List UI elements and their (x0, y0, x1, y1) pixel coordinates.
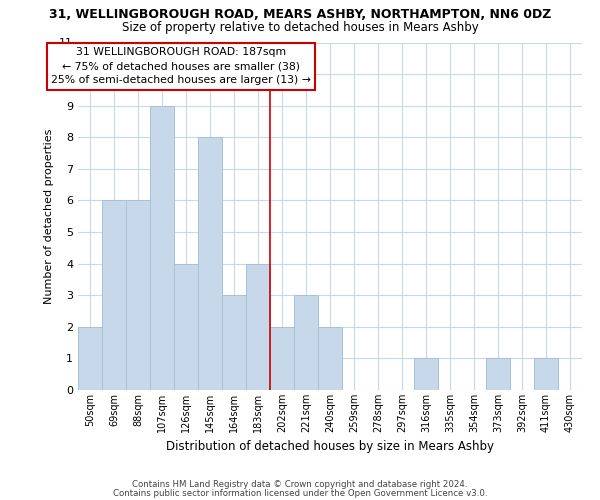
Bar (102, 200, 126, 390)
Text: 31, WELLINGBOROUGH ROAD, MEARS ASHBY, NORTHAMPTON, NN6 0DZ: 31, WELLINGBOROUGH ROAD, MEARS ASHBY, NO… (49, 8, 551, 20)
Y-axis label: Number of detached properties: Number of detached properties (44, 128, 53, 304)
Bar (150, 106, 174, 390)
Text: Contains HM Land Registry data © Crown copyright and database right 2024.: Contains HM Land Registry data © Crown c… (132, 480, 468, 489)
Bar (174, 264, 198, 390)
Bar (414, 358, 438, 390)
Bar (198, 138, 222, 390)
Bar (222, 295, 246, 390)
Bar (126, 200, 150, 390)
Bar (270, 327, 294, 390)
X-axis label: Distribution of detached houses by size in Mears Ashby: Distribution of detached houses by size … (166, 440, 494, 454)
Bar (246, 264, 270, 390)
Bar (294, 295, 318, 390)
Text: Contains public sector information licensed under the Open Government Licence v3: Contains public sector information licen… (113, 488, 487, 498)
Bar (318, 327, 342, 390)
Bar (486, 358, 510, 390)
Text: Size of property relative to detached houses in Mears Ashby: Size of property relative to detached ho… (122, 21, 478, 34)
Bar (534, 358, 558, 390)
Bar (78, 327, 102, 390)
Text: 31 WELLINGBOROUGH ROAD: 187sqm
← 75% of detached houses are smaller (38)
25% of : 31 WELLINGBOROUGH ROAD: 187sqm ← 75% of … (51, 47, 311, 85)
